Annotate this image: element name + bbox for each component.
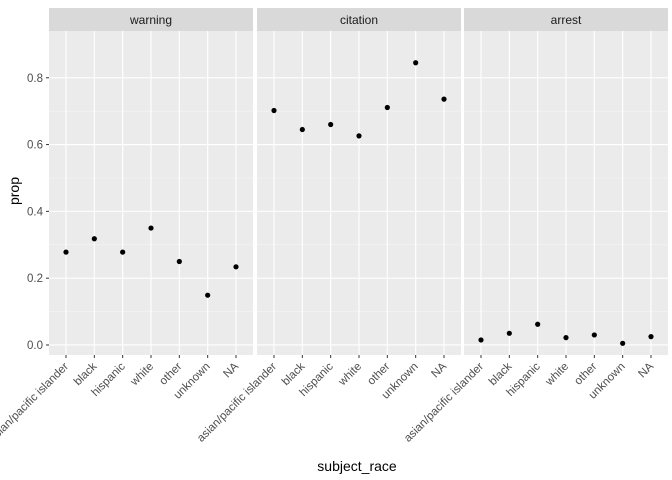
- y-tick-label: 0.0: [27, 340, 43, 352]
- facet-strip: [49, 8, 253, 31]
- data-point: [271, 107, 277, 114]
- data-point: [120, 249, 126, 255]
- y-tick-label: 0.8: [27, 73, 43, 85]
- data-point: [299, 126, 305, 133]
- y-axis: 0.0 0.2 0.4 0.6 0.8: [27, 73, 49, 352]
- data-point: [176, 258, 182, 265]
- data-point: [91, 236, 97, 242]
- facet-strip: [464, 8, 668, 31]
- facet-panels: warning citation arrest: [49, 8, 668, 355]
- x-tick-label: asian/pacific islander: [0, 361, 71, 445]
- data-point: [563, 335, 569, 341]
- x-tick-label: white: [336, 361, 364, 389]
- facet-strip-label: arrest: [551, 13, 582, 27]
- data-point: [441, 96, 447, 102]
- x-tick-label: NA: [636, 360, 656, 380]
- x-axis-title: subject_race: [317, 458, 397, 474]
- facet-strip-label: warning: [129, 13, 172, 27]
- data-point: [506, 330, 512, 336]
- data-point: [535, 321, 541, 327]
- data-point: [148, 225, 154, 231]
- data-point: [478, 337, 484, 343]
- x-tick-label: white: [128, 361, 156, 389]
- facet-strip-label: citation: [340, 13, 378, 27]
- y-tick-label: 0.4: [27, 206, 44, 218]
- x-tick-label: NA: [429, 360, 449, 380]
- data-point: [356, 133, 362, 139]
- facet-panel-arrest: arrest: [464, 8, 668, 355]
- facet-strip: [257, 8, 461, 31]
- facet-panel-warning: warning: [49, 8, 253, 355]
- facet-panel-citation: citation: [257, 8, 461, 355]
- y-tick-label: 0.6: [27, 140, 43, 152]
- y-axis-title: prop: [6, 177, 22, 205]
- data-point: [233, 264, 239, 270]
- y-tick-label: 0.2: [27, 273, 43, 285]
- data-point: [63, 249, 69, 255]
- data-point: [620, 340, 626, 346]
- x-tick-label: white: [543, 361, 571, 389]
- data-point: [591, 332, 597, 338]
- data-point: [205, 292, 211, 298]
- data-point: [648, 334, 654, 340]
- x-tick-label: NA: [221, 360, 241, 380]
- data-point: [328, 121, 334, 128]
- data-point: [384, 104, 390, 111]
- data-point: [413, 60, 419, 66]
